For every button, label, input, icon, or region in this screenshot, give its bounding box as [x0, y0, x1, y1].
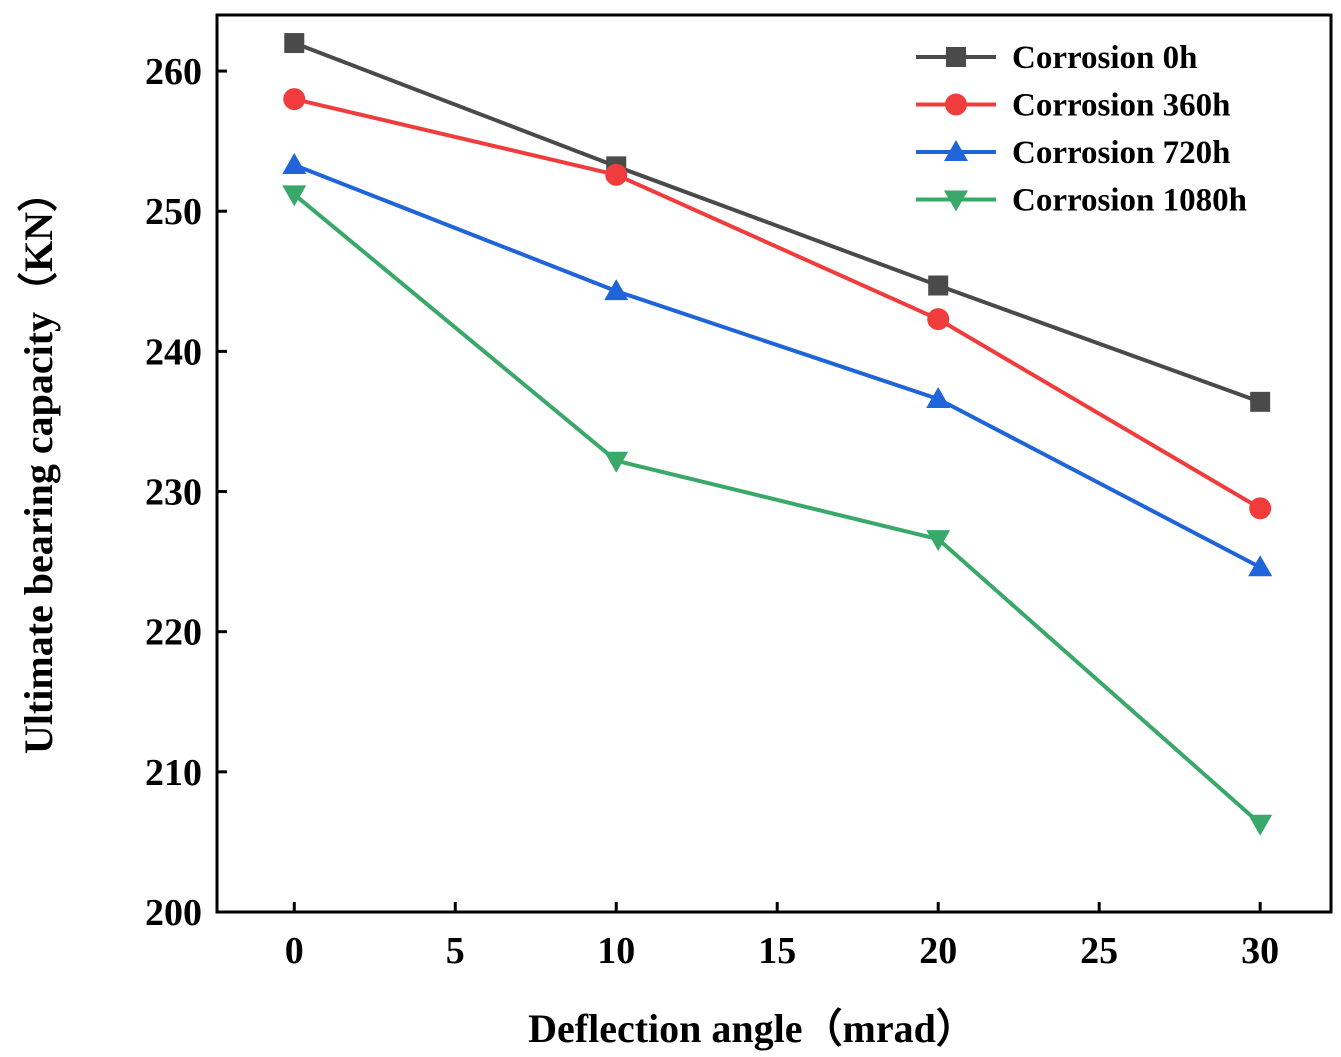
x-tick-label: 25 — [1080, 930, 1118, 972]
data-point — [1249, 497, 1272, 520]
legend-label: Corrosion 1080h — [1012, 183, 1247, 219]
data-point — [282, 152, 307, 174]
x-tick-label: 0 — [285, 930, 304, 972]
y-axis-title: Ultimate bearing capacity（KN） — [16, 172, 61, 754]
legend-item: Corrosion 720h — [916, 135, 1231, 171]
y-tick-label: 240 — [145, 331, 202, 373]
y-axis: 200 210 220 230 240 250 260 — [145, 51, 227, 934]
legend-label: Corrosion 360h — [1012, 88, 1231, 124]
series-line — [293, 41, 1261, 404]
legend-marker — [946, 47, 966, 67]
data-point — [282, 185, 307, 207]
series-line — [293, 163, 1262, 569]
y-tick-label: 220 — [145, 612, 202, 654]
series-2 — [283, 88, 1272, 520]
x-tick-label: 5 — [446, 930, 465, 972]
x-tick-label: 10 — [597, 930, 635, 972]
data-point — [926, 387, 951, 409]
legend-marker — [944, 140, 968, 161]
data-point — [928, 275, 949, 296]
data-point — [1248, 555, 1273, 577]
data-point — [283, 88, 306, 111]
legend-item: Corrosion 360h — [916, 88, 1231, 124]
data-point — [926, 530, 951, 552]
legend-marker — [945, 93, 967, 116]
data-point — [927, 308, 950, 331]
x-axis: 0 5 10 15 20 25 30 — [285, 902, 1279, 972]
series-line — [293, 97, 1262, 511]
legend: Corrosion 0h Corrosion 360h Corrosion 720h… — [916, 40, 1247, 219]
series-4 — [282, 185, 1273, 836]
data-point — [604, 279, 629, 301]
y-tick-label: 250 — [145, 191, 202, 233]
legend-label: Corrosion 720h — [1012, 135, 1231, 171]
legend-marker — [944, 190, 968, 212]
legend-item: Corrosion 1080h — [916, 183, 1247, 219]
legend-label: Corrosion 0h — [1012, 40, 1198, 76]
x-axis-title: Deflection angle（mrad） — [528, 1006, 976, 1051]
legend-item: Corrosion 0h — [916, 40, 1198, 76]
y-tick-label: 260 — [145, 51, 202, 93]
y-tick-label: 200 — [145, 892, 202, 934]
data-point — [604, 451, 629, 473]
series-layer — [282, 33, 1273, 836]
y-tick-label: 210 — [145, 752, 202, 794]
data-point — [284, 33, 305, 54]
data-point — [605, 163, 628, 186]
data-point — [1250, 391, 1271, 412]
series-line — [292, 192, 1262, 826]
x-tick-label: 30 — [1241, 930, 1279, 972]
data-point — [1248, 814, 1273, 836]
x-tick-label: 20 — [919, 930, 957, 972]
x-tick-label: 15 — [758, 930, 796, 972]
plot-frame — [215, 13, 1333, 914]
y-tick-label: 230 — [145, 472, 202, 514]
series-3 — [282, 152, 1273, 577]
